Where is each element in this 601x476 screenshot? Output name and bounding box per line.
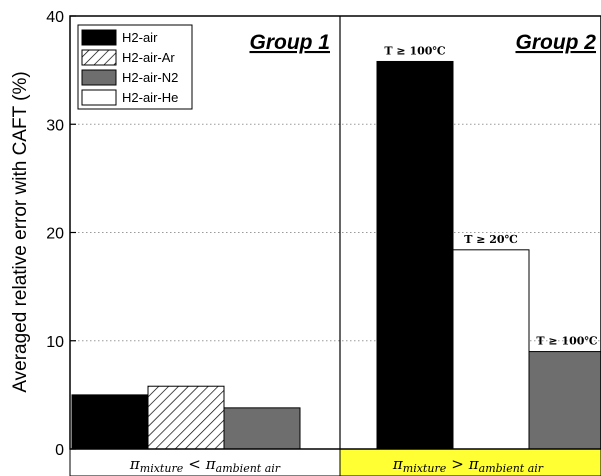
grid-lines <box>70 123 601 342</box>
y-axis-ticks: 0 10 20 30 40 <box>46 9 76 459</box>
group-2-band <box>339 448 601 476</box>
group-2-condition: πmixture > πambient air <box>392 455 544 475</box>
legend-label-h2-air-n2: H2-air-N2 <box>122 70 178 85</box>
legend-label-h2-air-ar: H2-air-Ar <box>122 50 175 65</box>
y-tick-label: 10 <box>46 334 64 351</box>
bar-h2-air-group-1 <box>71 394 149 450</box>
bar-h2-air-ar-group-1 <box>147 385 225 450</box>
bar-annotation: T ≥ 20℃ <box>464 233 518 246</box>
bar-annotation: T ≥ 100℃ <box>384 44 445 57</box>
bar-h2-air-group-2 <box>376 60 454 450</box>
bar-annotation: T ≥ 100℃ <box>536 335 597 348</box>
y-tick-label: 0 <box>55 442 64 459</box>
legend: H2-air H2-air-Ar H2-air-N2 H2-air-He <box>77 24 193 110</box>
legend-label-h2-air: H2-air <box>122 30 158 45</box>
legend-swatch-h2-air-n2 <box>81 69 117 86</box>
y-axis-title: Averaged relative error with CAFT (%) <box>10 71 31 392</box>
bar-h2-air-n2-group-2 <box>528 351 601 450</box>
legend-swatch-h2-air-he <box>81 89 117 106</box>
y-tick-label: 40 <box>46 9 64 26</box>
group-1-condition: πmixture < πambient air <box>129 455 281 475</box>
bar-h2-air-n2-group-1 <box>223 407 301 450</box>
legend-swatch-h2-air-ar <box>81 49 117 66</box>
legend-swatch-h2-air <box>81 29 117 46</box>
legend-label-h2-air-he: H2-air-He <box>122 90 178 105</box>
bar-h2-air-he-group-2 <box>452 249 530 450</box>
group-1-title: Group 1 <box>249 31 330 54</box>
bars: T ≥ 100℃ T ≥ 20℃ T ≥ 100℃ <box>71 44 601 450</box>
group-1-band <box>69 448 341 476</box>
y-tick-label: 20 <box>46 226 64 243</box>
group-2-title: Group 2 <box>515 31 596 54</box>
y-tick-label: 30 <box>46 117 64 134</box>
